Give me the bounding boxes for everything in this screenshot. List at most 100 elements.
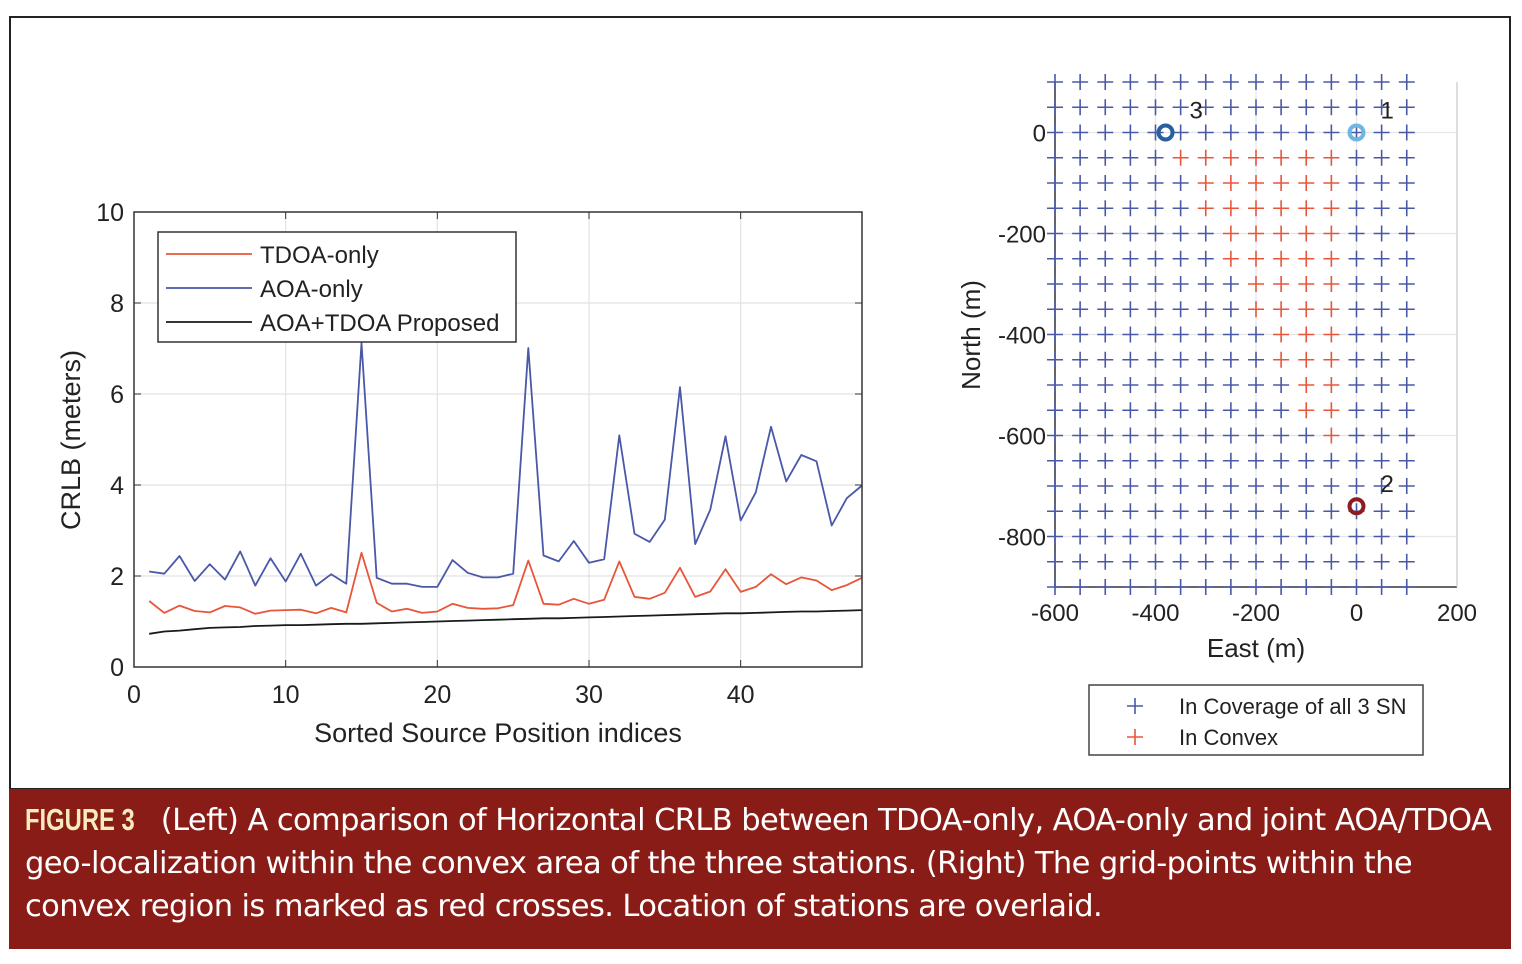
coverage-point <box>1047 225 1063 242</box>
coverage-point <box>1047 579 1063 595</box>
coverage-point <box>1172 250 1189 267</box>
coverage-point <box>1172 553 1189 570</box>
convex-point <box>1222 200 1239 217</box>
coverage-point <box>1323 452 1340 469</box>
coverage-point <box>1072 351 1089 368</box>
y-tick-label: 6 <box>110 381 124 409</box>
convex-point <box>1273 149 1290 166</box>
coverage-point <box>1197 74 1214 90</box>
x-tick-label: 0 <box>127 681 141 709</box>
coverage-point <box>1122 225 1139 242</box>
convex-point <box>1323 175 1340 191</box>
coverage-point <box>1248 377 1264 393</box>
coverage-point <box>1047 326 1063 343</box>
coverage-point <box>1398 326 1415 343</box>
coverage-point <box>1047 351 1063 368</box>
legend-box <box>157 231 517 343</box>
coverage-point <box>1147 99 1164 116</box>
convex-point <box>1298 149 1315 166</box>
convex-point <box>1273 276 1290 292</box>
coverage-point <box>1348 149 1365 166</box>
coverage-point <box>1373 149 1390 166</box>
coverage-point <box>1373 553 1390 570</box>
coverage-point <box>1047 250 1063 267</box>
convex-point <box>1248 225 1264 242</box>
convex-point <box>1248 250 1264 267</box>
y-tick-label: -200 <box>998 222 1046 249</box>
coverage-point <box>1248 427 1264 444</box>
coverage-point <box>1072 402 1089 419</box>
coverage-point <box>1147 301 1164 318</box>
coverage-point <box>1147 351 1164 368</box>
coverage-point <box>1373 74 1390 90</box>
coverage-point <box>1147 427 1164 444</box>
convex-point <box>1273 326 1290 343</box>
y-axis-label: North (m) <box>956 280 986 390</box>
coverage-point <box>1047 276 1063 292</box>
convex-point <box>1323 250 1340 267</box>
station-label: 3 <box>1190 98 1203 125</box>
y-axis-label: CRLB (meters) <box>56 350 86 530</box>
convex-point <box>1248 149 1264 166</box>
coverage-point <box>1373 427 1390 444</box>
coverage-point <box>1373 478 1390 494</box>
convex-point <box>1323 301 1340 318</box>
coverage-point <box>1197 427 1214 444</box>
convex-point <box>1273 351 1290 368</box>
coverage-point <box>1273 579 1290 595</box>
coverage-point <box>1147 452 1164 469</box>
coverage-point <box>1122 99 1139 116</box>
convex-point <box>1273 225 1290 242</box>
coverage-point <box>1097 402 1114 419</box>
coverage-point <box>1197 326 1214 343</box>
coverage-point <box>1122 351 1139 368</box>
coverage-point <box>1172 427 1189 444</box>
right-chart: -600 -400 -200 0 200 -800 -600 -400 -200 0 1 2 3 East… <box>956 74 1477 756</box>
coverage-point <box>1047 200 1063 217</box>
coverage-point <box>1047 74 1063 90</box>
coverage-point <box>1323 99 1340 116</box>
convex-point <box>1323 149 1340 166</box>
convex-point <box>1273 175 1290 191</box>
coverage-point <box>1172 402 1189 419</box>
coverage-point <box>1097 124 1114 141</box>
convex-point <box>1323 402 1340 419</box>
coverage-point <box>1348 377 1365 393</box>
coverage-point <box>1348 301 1365 318</box>
coverage-point <box>1197 351 1214 368</box>
coverage-point <box>1248 528 1264 545</box>
coverage-point <box>1248 402 1264 419</box>
coverage-point <box>1398 74 1415 90</box>
coverage-point <box>1097 276 1114 292</box>
coverage-point <box>1222 402 1239 419</box>
figure-label: FIGURE 3 <box>25 803 135 837</box>
convex-point <box>1323 377 1340 393</box>
coverage-point <box>1122 553 1139 570</box>
coverage-point <box>1122 74 1139 90</box>
coverage-point <box>1172 301 1189 318</box>
coverage-point <box>1398 452 1415 469</box>
coverage-point <box>1373 200 1390 217</box>
coverage-point <box>1373 225 1390 242</box>
legend-swatch <box>1127 729 1143 745</box>
coverage-point <box>1373 175 1390 191</box>
coverage-point <box>1147 579 1164 595</box>
coverage-point <box>1398 225 1415 242</box>
coverage-point <box>1072 427 1089 444</box>
coverage-point <box>1373 452 1390 469</box>
coverage-point <box>1298 528 1315 545</box>
legend: TDOA-only AOA-only AOA+TDOA Proposed <box>157 231 517 343</box>
coverage-point <box>1222 124 1239 141</box>
coverage-point <box>1222 377 1239 393</box>
coverage-point <box>1097 74 1114 90</box>
convex-point <box>1248 200 1264 217</box>
coverage-point <box>1323 478 1340 494</box>
legend-label: AOA+TDOA Proposed <box>260 310 499 337</box>
coverage-point <box>1398 351 1415 368</box>
coverage-point <box>1398 478 1415 494</box>
coverage-point <box>1197 377 1214 393</box>
coverage-point <box>1222 301 1239 318</box>
coverage-point <box>1097 528 1114 545</box>
x-tick-label: -200 <box>1232 600 1280 627</box>
